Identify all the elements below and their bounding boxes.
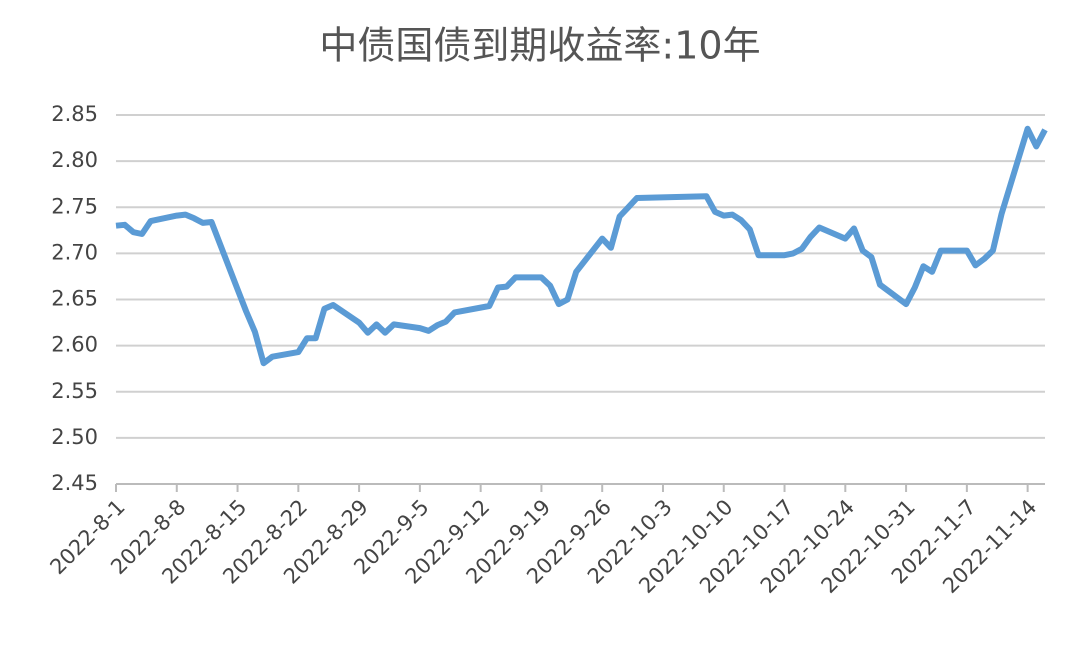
y-tick-label: 2.75 xyxy=(51,194,98,218)
y-tick-label: 2.70 xyxy=(51,240,98,264)
y-tick-label: 2.55 xyxy=(51,379,98,403)
y-tick-label: 2.65 xyxy=(51,287,98,311)
y-tick-label: 2.50 xyxy=(51,425,98,449)
chart-title: 中债国债到期收益率:10年 xyxy=(319,24,760,68)
data-line xyxy=(115,125,1048,367)
y-tick-label: 2.85 xyxy=(51,102,98,126)
y-tick-label: 2.80 xyxy=(51,148,98,172)
y-tick-label: 2.60 xyxy=(51,333,98,357)
y-tick-label: 2.45 xyxy=(51,471,98,495)
